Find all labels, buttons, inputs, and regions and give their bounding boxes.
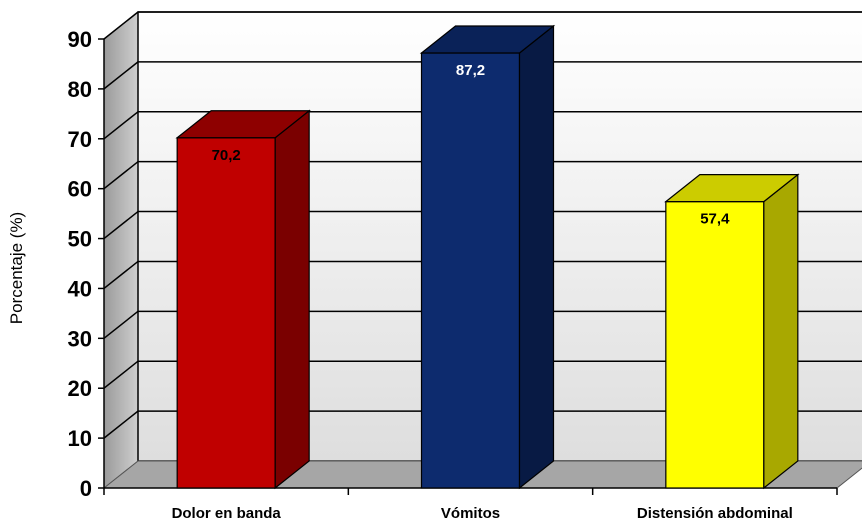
bar-front bbox=[665, 201, 765, 489]
gridline-side bbox=[103, 161, 139, 190]
x-tick-label: Dolor en banda bbox=[172, 505, 282, 522]
gridline-side bbox=[103, 111, 139, 140]
bar-top bbox=[175, 110, 311, 139]
y-tick-label: 0 bbox=[80, 476, 92, 501]
bar-front bbox=[176, 137, 276, 489]
bar bbox=[175, 109, 311, 490]
bar bbox=[419, 24, 556, 490]
bar-side bbox=[518, 24, 555, 490]
side-wall bbox=[103, 10, 139, 490]
bars bbox=[175, 24, 800, 490]
x-tick-label: Vómitos bbox=[441, 505, 500, 522]
y-tick-label: 30 bbox=[68, 326, 92, 351]
x-tick-label: Distensión abdominal bbox=[637, 505, 793, 522]
y-tick-label: 70 bbox=[68, 127, 92, 152]
y-tick-label: 20 bbox=[68, 376, 92, 401]
y-axis-title: Porcentaje (%) bbox=[7, 212, 26, 324]
y-tick-label: 50 bbox=[68, 227, 92, 252]
labels: 0 10 20 30 40 50 60 70 80 90 70,2 Dolor en banda 87,… bbox=[68, 27, 793, 522]
gridline-side bbox=[103, 310, 139, 339]
bar-top bbox=[664, 174, 800, 203]
y-tick-label: 90 bbox=[68, 27, 92, 52]
y-tick-label: 60 bbox=[68, 177, 92, 202]
gridline-side bbox=[103, 260, 139, 290]
gridline-side bbox=[103, 61, 139, 90]
bar-top bbox=[419, 25, 556, 54]
gridline-side bbox=[103, 410, 139, 439]
y-tick-label: 10 bbox=[68, 426, 92, 451]
y-tick-label: 80 bbox=[68, 77, 92, 102]
y-tick-label: 40 bbox=[68, 276, 92, 301]
gridline-side bbox=[103, 11, 139, 40]
bar-side bbox=[274, 109, 310, 490]
bar bbox=[664, 173, 800, 490]
data-label: 70,2 bbox=[212, 147, 241, 164]
data-label: 87,2 bbox=[456, 62, 485, 79]
bar-front bbox=[420, 52, 521, 489]
data-label: 57,4 bbox=[700, 211, 730, 228]
bar-side bbox=[763, 173, 799, 490]
gridline-side bbox=[103, 210, 139, 240]
gridline-side bbox=[103, 360, 139, 389]
